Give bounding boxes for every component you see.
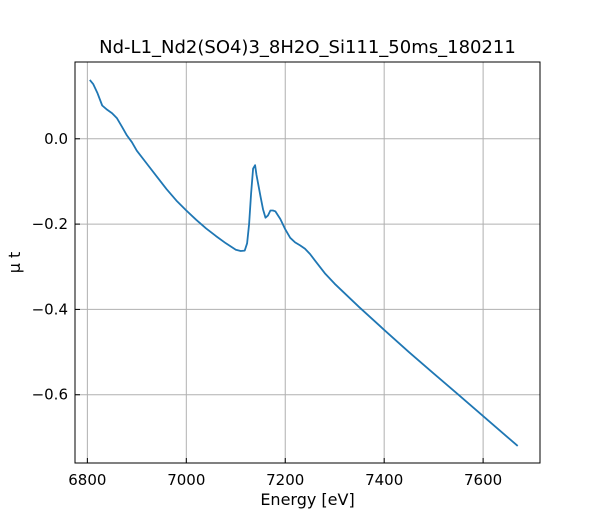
x-axis-title: Energy [eV] xyxy=(260,490,354,509)
y-tick-label: 0.0 xyxy=(44,130,68,148)
series-line xyxy=(89,79,519,447)
y-tick-label: −0.6 xyxy=(32,386,68,404)
y-tick-label: −0.2 xyxy=(32,215,68,233)
grid-lines xyxy=(75,62,540,463)
x-tick-label: 7200 xyxy=(266,471,304,489)
chart-title: Nd-L1_Nd2(SO4)3_8H2O_Si111_50ms_180211 xyxy=(99,37,516,58)
y-axis-title: μ t xyxy=(5,252,24,274)
axis-ticks: 6800 7000 7200 7400 7600 0.0 −0.2 −0.4 −0.6 xyxy=(32,130,503,489)
x-tick-label: 7000 xyxy=(167,471,205,489)
plot-area xyxy=(89,79,519,447)
axes-frame xyxy=(74,61,541,464)
x-tick-label: 7600 xyxy=(464,471,502,489)
y-tick-label: −0.4 xyxy=(32,300,68,318)
x-tick-label: 7400 xyxy=(365,471,403,489)
x-tick-label: 6800 xyxy=(68,471,106,489)
